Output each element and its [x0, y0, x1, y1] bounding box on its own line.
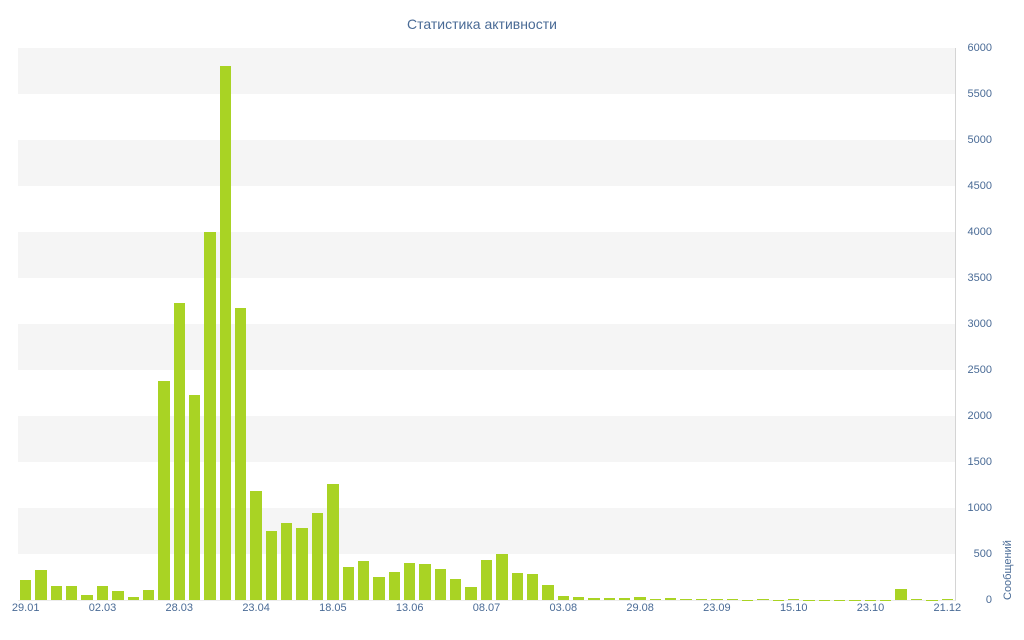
bar — [127, 596, 139, 600]
x-tick-label: 13.06 — [395, 602, 424, 614]
bar — [434, 569, 447, 600]
y-tick-label: 4500 — [967, 180, 992, 192]
chart-title: Статистика активности — [407, 16, 557, 32]
y-tick-label: 2500 — [967, 364, 992, 376]
y-tick-label: 3000 — [967, 318, 992, 330]
bar — [910, 599, 923, 600]
bar — [496, 553, 508, 600]
bar — [450, 578, 462, 600]
bar — [50, 585, 63, 600]
x-tick-label: 08.07 — [472, 602, 501, 614]
bar — [388, 571, 400, 600]
bar — [588, 597, 600, 600]
bar — [204, 232, 216, 600]
bar — [403, 563, 416, 600]
bar — [726, 599, 738, 600]
bar — [327, 484, 339, 600]
bar — [480, 559, 493, 600]
y-tick-label: 500 — [973, 548, 992, 560]
bar — [112, 591, 124, 600]
x-tick-label: 23.09 — [703, 602, 731, 614]
x-tick-label: 03.08 — [549, 602, 578, 614]
bar — [695, 598, 708, 600]
x-tick-label: 02.03 — [88, 602, 117, 614]
bar — [511, 572, 523, 600]
bar — [281, 522, 293, 600]
y-tick-label: 5500 — [967, 88, 992, 100]
y-tick-label: 3500 — [967, 272, 992, 284]
bar — [296, 528, 308, 600]
bar — [649, 598, 662, 600]
bar — [787, 599, 800, 600]
bar — [66, 586, 78, 600]
bar — [373, 577, 385, 600]
bar — [542, 585, 554, 600]
x-tick-label: 29.01 — [11, 602, 40, 614]
bars — [18, 48, 955, 600]
bar — [96, 586, 109, 600]
x-tick-label: 21.12 — [933, 602, 962, 614]
bar — [81, 595, 93, 600]
bar — [665, 598, 677, 600]
bar — [465, 586, 477, 600]
y-axis: 0 500 1000 1500 2000 2500 3000 3500 4000 4500 5000… — [958, 42, 992, 606]
bar — [158, 381, 170, 600]
bar — [20, 579, 32, 600]
bar — [419, 564, 431, 600]
bar — [634, 596, 646, 600]
bar — [235, 308, 247, 600]
x-tick-label: 18.05 — [319, 602, 347, 614]
bar — [603, 598, 616, 600]
bar — [557, 596, 569, 600]
bar — [35, 569, 47, 600]
x-tick-label: 15.10 — [779, 602, 808, 614]
x-tick-label: 23.04 — [242, 602, 270, 614]
bar — [680, 599, 692, 600]
y-tick-label: 2000 — [967, 410, 992, 422]
bar — [311, 512, 324, 600]
bar — [757, 599, 769, 600]
x-tick-label: 29.08 — [626, 602, 654, 614]
bar — [188, 394, 201, 600]
bar — [711, 599, 723, 600]
bar — [250, 490, 262, 600]
bar — [265, 531, 278, 600]
bar — [219, 66, 232, 600]
bar — [895, 588, 907, 600]
y-tick-label: 0 — [985, 594, 992, 606]
y-tick-label: 1500 — [967, 456, 992, 468]
y-tick-label: 4000 — [967, 226, 992, 238]
y-tick-label: 6000 — [967, 42, 992, 54]
bar — [526, 574, 539, 600]
bar — [572, 597, 585, 600]
bar — [357, 561, 370, 600]
bar — [142, 589, 155, 600]
bar — [173, 302, 185, 600]
y-tick-label: 5000 — [967, 134, 992, 146]
bar — [941, 599, 953, 600]
x-tick-label: 28.03 — [165, 602, 194, 614]
y-axis-title: Сообщений — [1002, 540, 1014, 600]
x-axis: 29.01 02.03 28.03 23.04 18.05 13.06 08.07 03.08… — [12, 602, 961, 618]
bar — [619, 597, 631, 600]
x-tick-label: 23.10 — [856, 602, 885, 614]
plot-area — [18, 48, 956, 601]
bar — [342, 567, 354, 600]
y-tick-label: 1000 — [967, 502, 992, 514]
